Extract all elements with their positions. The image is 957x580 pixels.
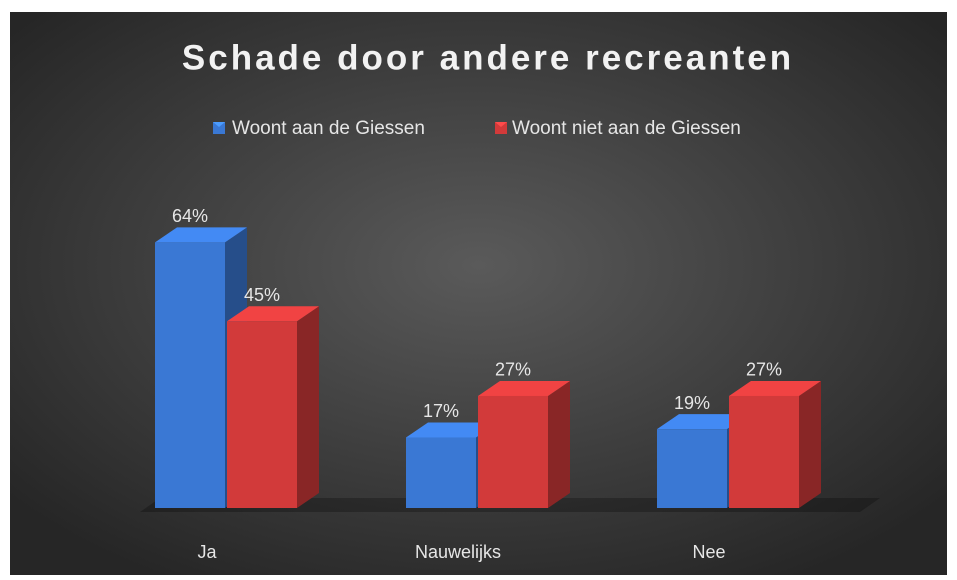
x-tick-label: Nauwelijks	[415, 542, 501, 562]
data-label: 27%	[746, 360, 782, 380]
bar	[729, 395, 799, 508]
x-tick-label: Ja	[197, 542, 217, 562]
data-label: 19%	[674, 393, 710, 413]
chart-title: Schade door andere recreanten	[182, 38, 794, 77]
bar-top	[478, 380, 570, 396]
bar	[406, 437, 476, 508]
bar-top	[155, 227, 247, 243]
bar	[478, 395, 548, 508]
legend-marker	[213, 122, 225, 134]
data-label: 17%	[423, 401, 459, 421]
bar-top	[227, 306, 319, 322]
legend-marker	[495, 122, 507, 134]
bar-top	[657, 414, 749, 430]
x-tick-label: Nee	[692, 542, 725, 562]
data-label: 45%	[244, 285, 280, 305]
legend-marker-top	[213, 122, 225, 127]
data-label: 27%	[495, 360, 531, 380]
legend-marker-top	[495, 122, 507, 127]
bar-side	[297, 306, 319, 508]
data-label: 64%	[172, 206, 208, 226]
bar-side	[548, 380, 570, 508]
bar-top	[406, 422, 498, 438]
bar	[657, 429, 727, 508]
legend-label: Woont niet aan de Giessen	[512, 118, 741, 139]
bar	[227, 321, 297, 508]
bar-top	[729, 380, 821, 396]
legend-label: Woont aan de Giessen	[232, 118, 425, 139]
bar-side	[799, 380, 821, 508]
bar	[155, 242, 225, 508]
